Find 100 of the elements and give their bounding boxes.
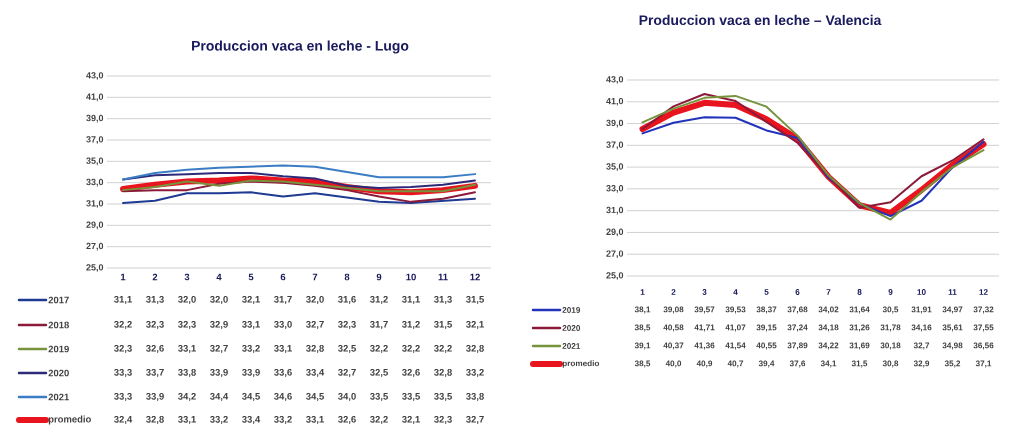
y-tick-label: 39,0 <box>86 114 104 123</box>
data-label: 33,3 <box>114 368 132 378</box>
data-label: 40,7 <box>727 360 744 368</box>
data-label: 34,5 <box>242 392 260 402</box>
data-label: 33,8 <box>178 368 196 378</box>
x-tick-label: 11 <box>438 273 448 281</box>
data-label: 32,7 <box>210 344 228 354</box>
data-label: 32,2 <box>370 344 388 354</box>
legend-label: 2019 <box>562 307 581 313</box>
data-label: 32,8 <box>466 344 484 354</box>
x-tick-label: 2 <box>671 289 676 295</box>
line-series <box>641 116 985 218</box>
y-tick-label: 27,0 <box>86 242 104 251</box>
data-label: 32,1 <box>466 320 484 330</box>
data-label: 40,58 <box>663 324 684 332</box>
data-label: 32,4 <box>114 415 133 425</box>
data-label: 33,9 <box>146 392 164 402</box>
legend-label: promedio <box>48 415 91 425</box>
y-tick-label: 33,0 <box>606 185 624 193</box>
data-label: 38,1 <box>634 306 651 314</box>
data-label: 40,9 <box>696 360 713 368</box>
x-tick-label: 5 <box>764 289 769 295</box>
data-label: 33,5 <box>434 392 452 402</box>
legend-label: 2021 <box>562 343 581 349</box>
data-label: 32,2 <box>370 415 388 425</box>
data-label: 33,9 <box>242 368 260 378</box>
data-label: 39,57 <box>694 306 715 314</box>
data-label: 39,15 <box>756 324 777 332</box>
data-label: 31,91 <box>911 306 932 314</box>
y-tick-label: 31,0 <box>86 200 104 208</box>
y-tick-label: 43,0 <box>606 76 624 84</box>
data-label: 32,1 <box>242 295 260 305</box>
data-label: 32,2 <box>402 344 420 354</box>
x-tick-label: 7 <box>312 273 318 281</box>
data-label: 41,07 <box>725 324 746 332</box>
legend-label: 2021 <box>48 393 69 401</box>
y-tick-label: 25,0 <box>86 264 104 272</box>
data-label: 34,1 <box>820 360 837 368</box>
data-label: 33,7 <box>146 368 164 378</box>
data-label: 32,6 <box>402 368 420 378</box>
data-label: 31,1 <box>114 295 132 305</box>
chart-title: Produccion vaca en leche - Lugo <box>192 40 409 54</box>
data-label: 31,6 <box>338 295 356 305</box>
data-label: 30,18 <box>880 342 901 350</box>
data-label: 32,6 <box>338 415 356 425</box>
x-tick-label: 9 <box>888 289 893 295</box>
data-label: 31,5 <box>466 295 484 305</box>
y-tick-label: 39,0 <box>606 119 624 128</box>
data-label: 31,7 <box>370 320 388 330</box>
data-label: 34,22 <box>818 342 839 350</box>
data-label: 37,55 <box>973 324 994 332</box>
data-label: 37,1 <box>975 360 992 368</box>
data-label: 33,6 <box>274 368 292 378</box>
data-label: 32,8 <box>146 415 164 425</box>
data-label: 33,0 <box>274 320 292 330</box>
data-label: 32,0 <box>306 295 324 305</box>
data-label: 34,2 <box>178 392 196 402</box>
data-label: 31,3 <box>146 295 164 305</box>
data-label: 41,71 <box>694 324 715 332</box>
y-tick-label: 37,0 <box>606 141 624 150</box>
data-label: 33,2 <box>274 415 292 425</box>
legend-label: 2017 <box>48 296 69 304</box>
x-tick-label: 11 <box>948 289 957 295</box>
data-label: 32,8 <box>434 368 452 378</box>
data-label: 33,2 <box>466 368 484 378</box>
data-label: 32,1 <box>402 415 420 425</box>
data-label: 37,68 <box>787 306 808 314</box>
x-tick-label: 10 <box>406 273 416 281</box>
x-tick-label: 10 <box>917 289 926 295</box>
data-label: 32,0 <box>178 295 196 305</box>
data-label: 34,98 <box>942 342 963 350</box>
data-label: 32,5 <box>338 344 356 354</box>
x-tick-label: 5 <box>248 273 254 281</box>
data-label: 37,24 <box>787 324 808 332</box>
data-label: 34,0 <box>338 392 356 402</box>
x-tick-label: 8 <box>344 273 350 281</box>
y-tick-label: 37,0 <box>86 136 104 144</box>
data-label: 33,1 <box>306 415 324 425</box>
data-label: 32,6 <box>146 344 164 354</box>
y-tick-label: 29,0 <box>606 228 624 237</box>
data-label: 33,1 <box>178 415 196 425</box>
data-label: 31,64 <box>849 306 870 314</box>
data-label: 31,3 <box>434 295 452 305</box>
data-label: 36,56 <box>973 342 994 350</box>
data-label: 39,4 <box>758 360 775 368</box>
data-label: 33,8 <box>466 392 484 402</box>
y-tick-label: 25,0 <box>606 272 624 280</box>
data-label: 37,89 <box>787 342 808 350</box>
data-label: 30,8 <box>882 360 899 368</box>
line-series <box>122 180 476 203</box>
data-label: 31,5 <box>851 360 868 368</box>
data-label: 39,08 <box>663 306 684 314</box>
legend-label: 2020 <box>562 325 581 331</box>
data-label: 32,3 <box>434 415 452 425</box>
data-label: 39,53 <box>725 306 746 314</box>
data-label: 39,1 <box>634 342 651 350</box>
data-label: 33,4 <box>242 415 261 425</box>
y-tick-label: 35,0 <box>606 163 624 171</box>
data-label: 34,5 <box>306 392 324 402</box>
data-label: 40,0 <box>665 360 682 368</box>
